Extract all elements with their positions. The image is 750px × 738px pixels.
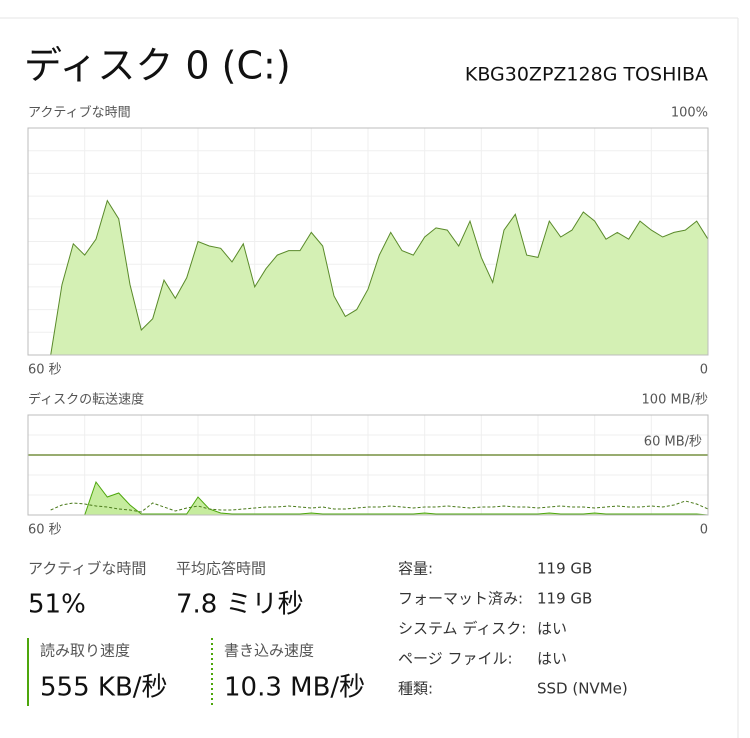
x-right-label: 0 (700, 363, 708, 378)
stat-label: 書き込み速度 (224, 642, 314, 660)
detail-value: SSD (NVMe) (537, 680, 628, 698)
x-right-label: 0 (700, 523, 708, 538)
detail-value: 119 GB (537, 560, 592, 578)
chart-max-label: 100% (671, 106, 708, 121)
active-time-chart (27, 127, 709, 356)
plot-border (27, 414, 709, 516)
area-fill (50, 482, 708, 515)
chart-max-label: 100 MB/秒 (642, 393, 708, 408)
disk-model: KBG30ZPZ128G TOSHIBA (465, 64, 708, 86)
stat-value: 10.3 MB/秒 (224, 673, 365, 703)
reference-label: 60 MB/秒 (644, 435, 702, 450)
series-line (50, 199, 709, 356)
detail-label: ページ ファイル: (398, 650, 513, 668)
stat-value: 51% (28, 590, 86, 620)
detail-value: はい (537, 620, 567, 638)
detail-label: 種類: (398, 680, 433, 698)
stat-label: アクティブな時間 (28, 560, 146, 578)
transfer-rate-chart: 60 MB/秒 (27, 414, 709, 516)
x-left-label: 60 秒 (28, 363, 62, 378)
chart-label: アクティブな時間 (28, 105, 131, 121)
chart-label: ディスクの転送速度 (28, 392, 144, 408)
detail-value: 119 GB (537, 590, 592, 608)
plot-border (27, 127, 709, 356)
series-line (50, 500, 709, 513)
stat-value: 555 KB/秒 (40, 673, 168, 703)
stat-label: 平均応答時間 (176, 560, 266, 578)
disk-title: ディスク 0 (C:) (24, 44, 291, 88)
detail-label: 容量: (398, 560, 433, 578)
detail-label: フォーマット済み: (398, 590, 523, 608)
x-left-label: 60 秒 (28, 523, 62, 538)
series-line (50, 480, 709, 516)
detail-label: システム ディスク: (398, 620, 526, 638)
detail-value: はい (537, 650, 567, 668)
stat-value: 7.8 ミリ秒 (176, 590, 304, 620)
stat-label: 読み取り速度 (40, 642, 130, 660)
